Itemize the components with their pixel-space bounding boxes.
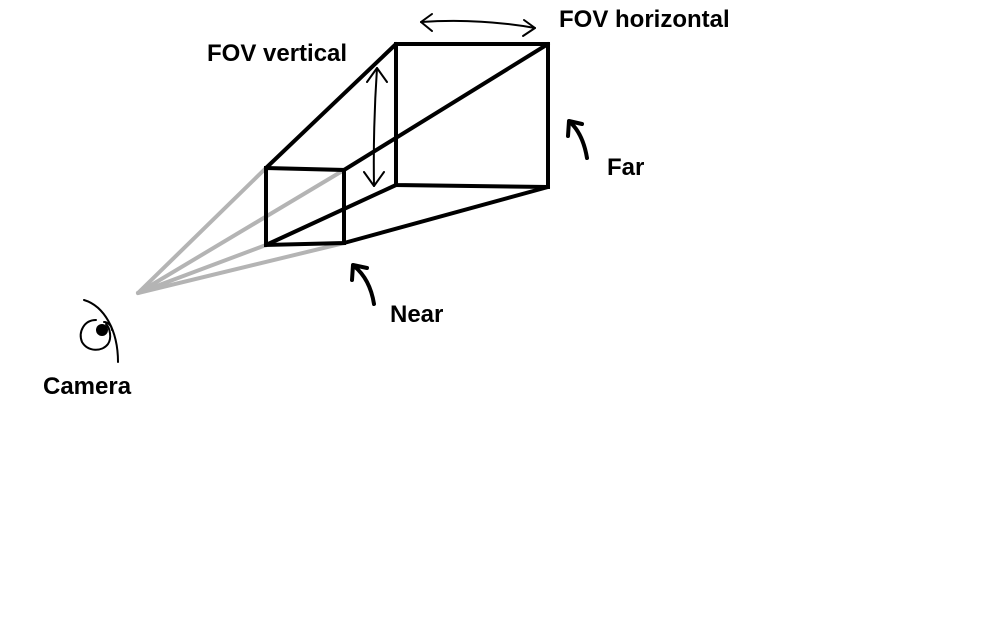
fov-vertical-label: FOV vertical — [207, 40, 347, 67]
near-pointer-arrow — [350, 263, 376, 306]
sight-lines — [136, 166, 346, 295]
fov-horizontal-arrow — [420, 13, 536, 37]
near-label: Near — [390, 301, 443, 328]
far-label: Far — [607, 154, 644, 181]
fov-vertical-arrow — [363, 67, 388, 187]
edge-top-left — [264, 42, 398, 170]
eye-icon — [79, 299, 119, 363]
near-plane — [264, 165, 346, 248]
sight-line-top-right — [136, 168, 346, 295]
sight-line-bottom-right — [136, 241, 346, 295]
sight-line-top-left — [136, 166, 268, 295]
edge-top-right — [342, 42, 550, 172]
far-pointer-arrow — [566, 119, 589, 160]
edge-bottom-left — [264, 183, 398, 247]
sight-line-bottom-left — [136, 243, 268, 295]
camera-label: Camera — [43, 373, 132, 400]
far-plane — [394, 42, 550, 190]
edge-bottom-right — [342, 185, 550, 245]
fov-horizontal-label: FOV horizontal — [559, 6, 730, 33]
frustum-edges — [264, 42, 550, 247]
